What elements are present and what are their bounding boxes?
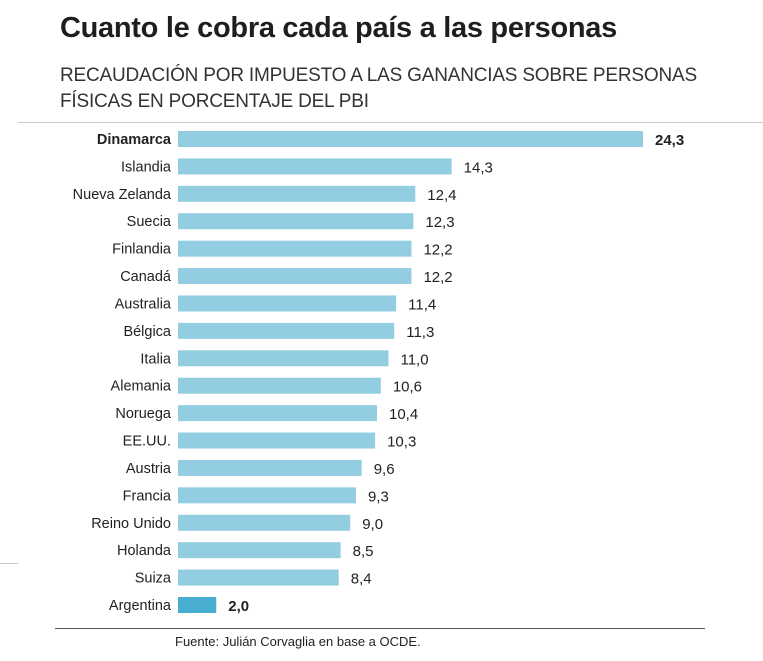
value-label: 9,0	[362, 516, 383, 533]
left-tick-divider	[0, 563, 18, 564]
category-label: Australia	[115, 296, 172, 312]
value-label: 11,0	[400, 351, 428, 368]
chart-subtitle: RECAUDACIÓN POR IMPUESTO A LAS GANANCIAS…	[60, 65, 697, 112]
value-label: 14,3	[464, 159, 493, 176]
value-label: 2,0	[228, 598, 249, 615]
bar	[178, 185, 416, 202]
category-label: Austria	[126, 461, 172, 477]
bar	[178, 597, 217, 613]
value-label: 12,3	[425, 214, 454, 231]
value-label: 11,3	[406, 324, 434, 341]
bar	[178, 432, 376, 449]
chart-title: Cuanto le cobra cada país a las personas	[60, 12, 617, 44]
value-label: 10,6	[393, 379, 422, 396]
category-label: Reino Unido	[91, 516, 171, 532]
bottom-divider	[55, 628, 705, 629]
category-label: Suecia	[127, 214, 172, 230]
bar	[178, 268, 412, 285]
category-label: Argentina	[109, 598, 172, 614]
bar	[178, 377, 381, 394]
value-label: 12,2	[423, 242, 452, 259]
category-label: Islandia	[121, 159, 172, 175]
value-label: 9,6	[374, 461, 395, 478]
category-label: EE.UU.	[123, 434, 171, 450]
value-label: 8,5	[353, 543, 374, 560]
value-label: 24,3	[655, 132, 684, 149]
bar	[178, 131, 643, 147]
category-label: Suiza	[135, 571, 172, 587]
category-label: Dinamarca	[97, 132, 172, 148]
value-label: 8,4	[351, 571, 372, 588]
value-label: 12,4	[427, 187, 456, 204]
bar	[178, 295, 397, 312]
bar	[178, 459, 362, 476]
bar	[178, 514, 351, 531]
bar	[178, 569, 339, 586]
value-label: 10,4	[389, 406, 418, 423]
category-label: Francia	[123, 488, 172, 504]
category-label: Holanda	[117, 543, 172, 559]
bar	[178, 322, 395, 339]
value-label: 9,3	[368, 488, 389, 505]
category-label: Noruega	[115, 406, 172, 422]
category-label: Alemania	[111, 379, 172, 395]
top-divider	[18, 122, 763, 123]
value-label: 10,3	[387, 434, 416, 451]
category-label: Nueva Zelanda	[73, 187, 172, 203]
bar	[178, 487, 356, 504]
bar	[178, 158, 452, 175]
category-label: Finlandia	[112, 242, 172, 258]
value-label: 11,4	[408, 296, 436, 313]
source-note: Fuente: Julián Corvaglia en base a OCDE.	[175, 634, 421, 649]
value-label: 12,2	[423, 269, 452, 286]
category-label: Bélgica	[123, 324, 171, 340]
bar	[178, 213, 414, 230]
category-label: Italia	[140, 351, 172, 367]
bar	[178, 405, 378, 422]
bar	[178, 240, 412, 257]
bar	[178, 542, 341, 559]
category-label: Canadá	[120, 269, 172, 285]
bar	[178, 350, 389, 367]
